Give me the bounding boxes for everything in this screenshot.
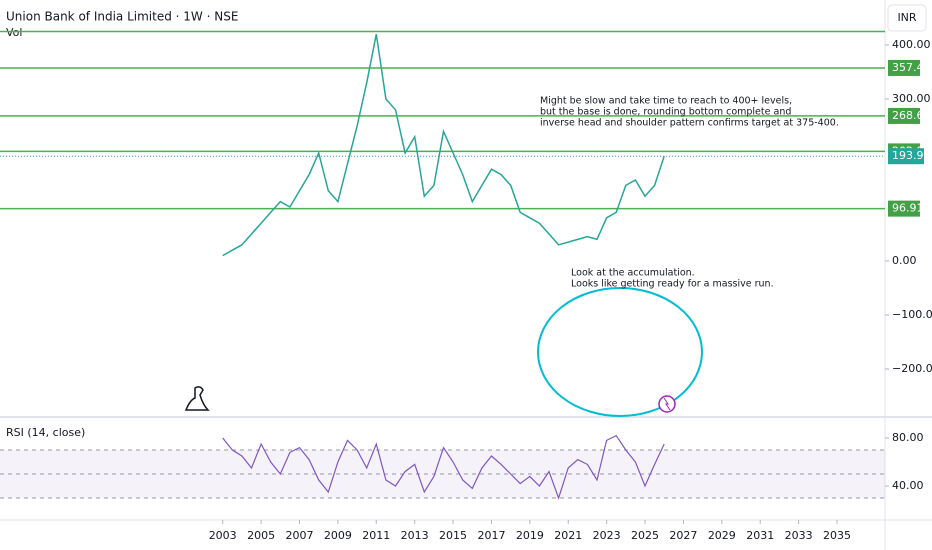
x-tick-label: 2003: [209, 529, 237, 542]
volume-label: Vol: [6, 26, 22, 39]
price-line: [222, 34, 665, 257]
x-tick-label: 2015: [439, 529, 467, 542]
level-label: 357.45: [892, 61, 931, 74]
y-tick-label: −100.00: [892, 308, 932, 321]
currency-button[interactable]: [887, 4, 927, 32]
y-tick-label: −200.00: [892, 362, 932, 375]
x-tick-label: 2033: [785, 529, 813, 542]
level-label: 268.60: [892, 109, 931, 122]
x-tick-label: 2007: [285, 529, 313, 542]
y-tick-label: 300.00: [892, 92, 931, 105]
level-badge: [888, 107, 920, 124]
rsi-tick-label: 80.00: [892, 431, 924, 444]
x-tick-label: 2009: [324, 529, 352, 542]
x-tick-label: 2023: [593, 529, 621, 542]
chart-title: Union Bank of India Limited · 1W · NSE: [6, 10, 238, 24]
annotation: but the base is done, rounding bottom co…: [540, 107, 791, 118]
x-tick-label: 2011: [362, 529, 390, 542]
last-price-badge: [888, 148, 924, 165]
x-tick-label: 2019: [516, 529, 544, 542]
x-tick-label: 2035: [823, 529, 851, 542]
y-tick-label: 0.00: [892, 254, 917, 267]
x-tick-label: 2005: [247, 529, 275, 542]
y-tick-label: 400.00: [892, 38, 931, 51]
annotation: inverse head and shoulder pattern confir…: [540, 118, 839, 129]
logo[interactable]: [184, 386, 210, 411]
event-icon-bolt: [663, 397, 671, 411]
level-badge: [888, 200, 920, 217]
level-badge: [888, 59, 920, 76]
x-tick-label: 2025: [631, 529, 659, 542]
x-tick-label: 2029: [708, 529, 736, 542]
x-tick-label: 2013: [401, 529, 429, 542]
currency[interactable]: INR: [897, 11, 916, 24]
annotation-circle: [537, 287, 703, 417]
annotation: Looks like getting ready for a massive r…: [571, 279, 774, 290]
last-price-label: 193.98: [892, 149, 931, 162]
x-tick-label: 2031: [746, 529, 774, 542]
annotation: Might be slow and take time to reach to …: [540, 96, 792, 107]
rsi-title: RSI (14, close): [6, 426, 85, 439]
rsi-tick-label: 40.00: [892, 479, 924, 492]
annotation: Look at the accumulation.: [571, 268, 695, 279]
level-label: 96.91: [892, 202, 924, 215]
rsi-line: [222, 434, 665, 500]
rsi-band-fill: [0, 450, 885, 499]
x-tick-label: 2027: [669, 529, 697, 542]
x-tick-label: 2017: [477, 529, 505, 542]
x-tick-label: 2021: [554, 529, 582, 542]
